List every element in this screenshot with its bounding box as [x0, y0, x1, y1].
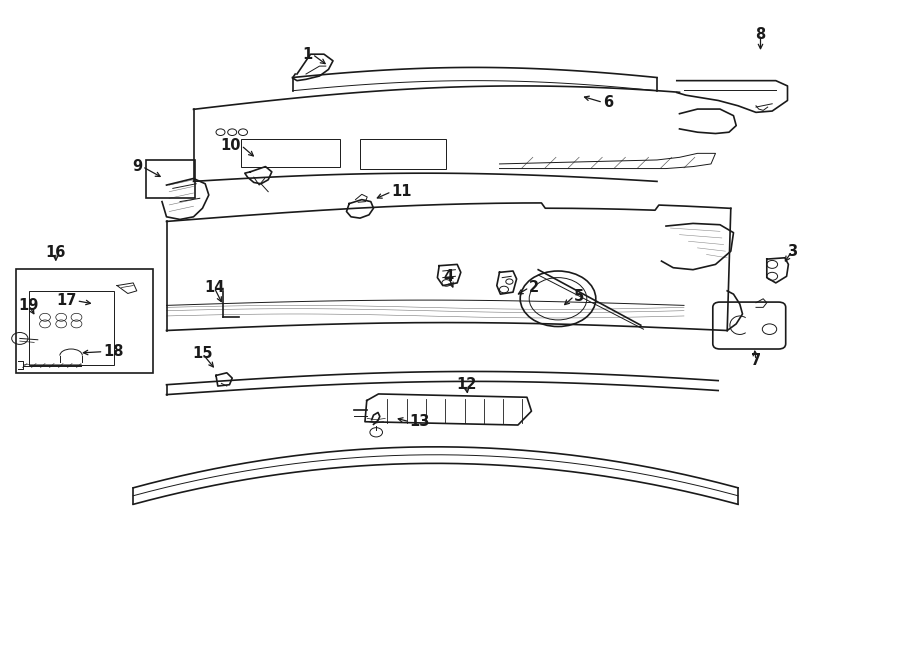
- Text: 2: 2: [529, 280, 539, 295]
- Text: 17: 17: [56, 293, 76, 308]
- Text: 7: 7: [751, 353, 761, 368]
- Bar: [29, 291, 114, 365]
- Text: 9: 9: [132, 159, 142, 174]
- Text: 12: 12: [456, 377, 476, 392]
- Text: 6: 6: [603, 95, 613, 110]
- Bar: [360, 139, 446, 169]
- Text: 3: 3: [787, 244, 797, 258]
- Text: 13: 13: [410, 414, 430, 429]
- Bar: [146, 160, 195, 198]
- Text: 10: 10: [220, 138, 241, 153]
- Bar: [16, 269, 153, 373]
- Text: 8: 8: [755, 27, 766, 42]
- Text: 16: 16: [46, 245, 66, 260]
- Text: 1: 1: [302, 47, 312, 61]
- Polygon shape: [365, 394, 531, 425]
- Text: 5: 5: [574, 289, 584, 303]
- Text: 11: 11: [392, 184, 412, 199]
- Text: 14: 14: [204, 280, 224, 295]
- Text: 18: 18: [104, 344, 124, 359]
- Text: 4: 4: [443, 269, 454, 284]
- Text: 15: 15: [193, 346, 212, 361]
- Text: 19: 19: [19, 298, 39, 313]
- Bar: [241, 139, 340, 167]
